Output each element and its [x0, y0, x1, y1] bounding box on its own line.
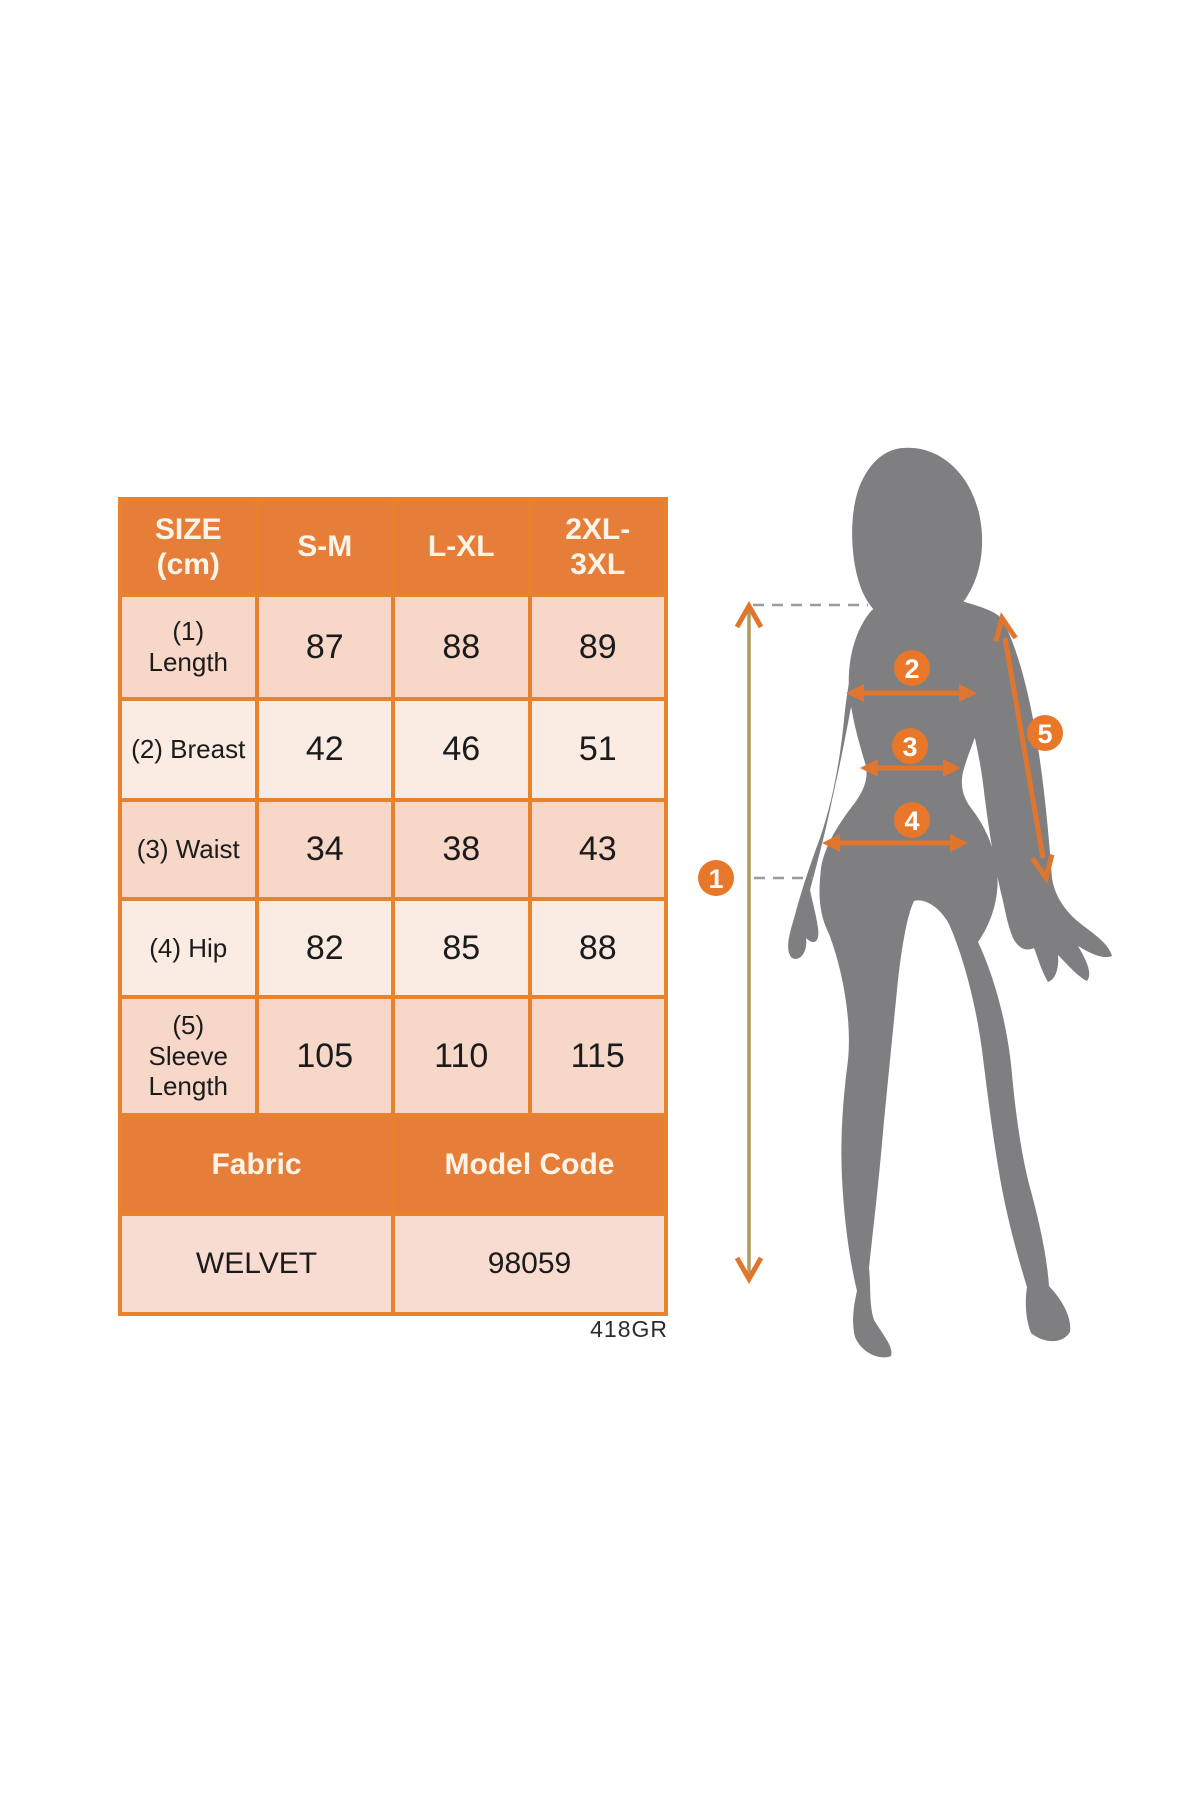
row-label-waist: (3) Waist — [118, 798, 259, 901]
col-header-l-xl: L-XL — [391, 497, 532, 597]
measure-marker-2: 2 — [894, 650, 930, 686]
col-header-2xl-3xl: 2XL- 3XL — [527, 497, 668, 597]
fabric-header: Fabric — [118, 1113, 395, 1216]
row-label-sleeve-length: (5) Sleeve Length — [118, 995, 259, 1117]
model-code-value: 98059 — [391, 1212, 668, 1316]
breast-l-xl: 46 — [391, 697, 532, 802]
fabric-value: WELVET — [118, 1212, 395, 1316]
row-label-breast: (2) Breast — [118, 697, 259, 802]
length-s-m: 87 — [254, 593, 395, 701]
length-arrow — [734, 600, 764, 1285]
sleeve-2xl-3xl: 115 — [527, 995, 668, 1117]
breast-arrow — [846, 684, 977, 702]
sleeve-l-xl: 110 — [391, 995, 532, 1117]
measure-marker-5: 5 — [1027, 715, 1063, 751]
row-label-length: (1) Length — [118, 593, 259, 701]
svg-text:4: 4 — [904, 806, 919, 836]
fabric-value-row: WELVET 98059 — [118, 1212, 668, 1316]
length-2xl-3xl: 89 — [527, 593, 668, 701]
length-l-xl: 88 — [391, 593, 532, 701]
waist-2xl-3xl: 43 — [527, 798, 668, 901]
measure-marker-4: 4 — [894, 802, 930, 838]
size-table: SIZE (cm) S-M L-XL 2XL- 3XL (1) Length 8… — [118, 497, 668, 1316]
waist-s-m: 34 — [254, 798, 395, 901]
svg-text:5: 5 — [1037, 719, 1052, 749]
image-code-footnote: 418GR — [590, 1316, 668, 1342]
measure-marker-1: 1 — [698, 860, 734, 896]
waist-arrow — [860, 759, 961, 777]
size-unit-header: SIZE (cm) — [118, 497, 259, 597]
table-row-hip: (4) Hip 82 85 88 — [118, 897, 668, 999]
table-row-length: (1) Length 87 88 89 — [118, 593, 668, 701]
fabric-header-row: Fabric Model Code — [118, 1113, 668, 1216]
svg-text:3: 3 — [902, 732, 917, 762]
measure-marker-3: 3 — [892, 728, 928, 764]
table-row-waist: (3) Waist 34 38 43 — [118, 798, 668, 901]
table-row-breast: (2) Breast 42 46 51 — [118, 697, 668, 802]
hip-s-m: 82 — [254, 897, 395, 999]
hip-2xl-3xl: 88 — [527, 897, 668, 999]
model-code-header: Model Code — [391, 1113, 668, 1216]
table-row-sleeve-length: (5) Sleeve Length 105 110 115 — [118, 995, 668, 1117]
svg-text:1: 1 — [708, 864, 723, 894]
waist-l-xl: 38 — [391, 798, 532, 901]
body-silhouette — [788, 447, 1112, 1358]
col-header-s-m: S-M — [254, 497, 395, 597]
breast-s-m: 42 — [254, 697, 395, 802]
hip-arrow — [822, 834, 968, 852]
size-table-header-row: SIZE (cm) S-M L-XL 2XL- 3XL — [118, 497, 668, 597]
hip-l-xl: 85 — [391, 897, 532, 999]
sleeve-arrow — [993, 612, 1055, 884]
sleeve-s-m: 105 — [254, 995, 395, 1117]
breast-2xl-3xl: 51 — [527, 697, 668, 802]
row-label-hip: (4) Hip — [118, 897, 259, 999]
svg-text:2: 2 — [904, 654, 919, 684]
